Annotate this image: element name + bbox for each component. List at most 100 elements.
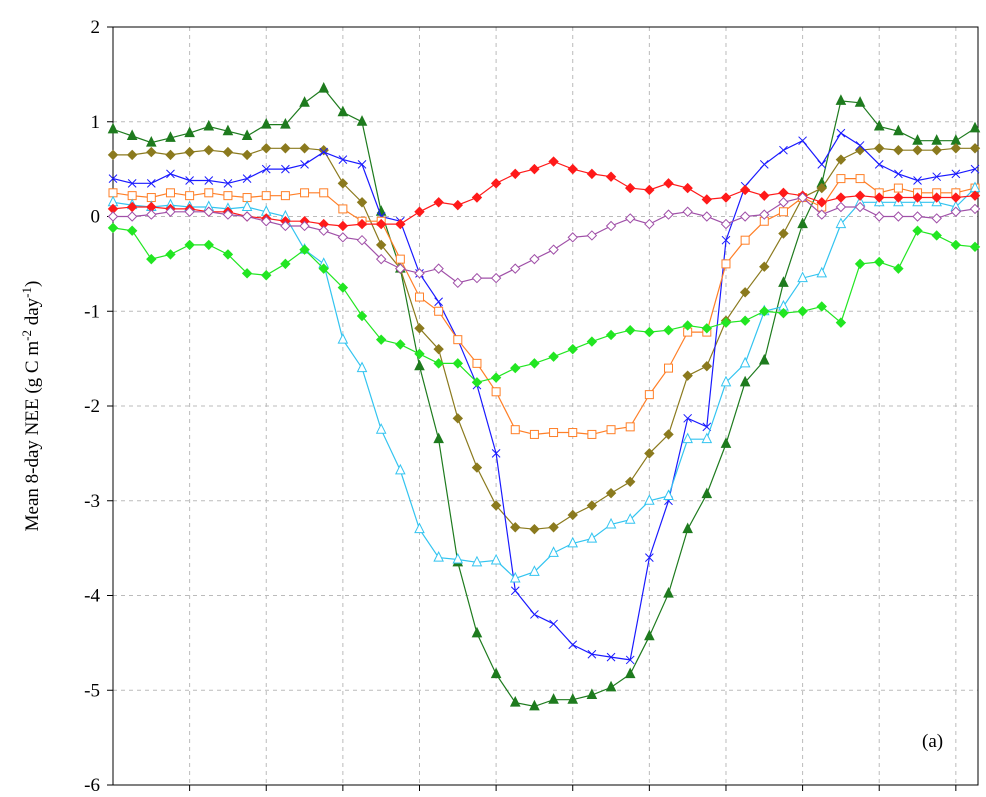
marker (759, 306, 770, 317)
marker (663, 586, 674, 598)
marker (241, 211, 253, 222)
marker (222, 146, 234, 158)
marker (720, 375, 732, 387)
y-tick-label: -3 (84, 491, 100, 512)
marker (586, 168, 598, 180)
marker (375, 239, 387, 251)
marker (222, 124, 234, 136)
marker (624, 513, 636, 524)
y-label-sup: -2 (19, 330, 34, 341)
marker (663, 209, 674, 220)
marker (204, 176, 214, 185)
marker (739, 184, 751, 196)
marker (356, 234, 368, 246)
marker (241, 129, 253, 140)
y-tick-label: 1 (91, 112, 101, 133)
marker (509, 571, 521, 583)
marker (471, 462, 483, 473)
marker (740, 235, 750, 245)
marker (932, 172, 942, 182)
marker (778, 207, 788, 217)
marker (261, 191, 271, 201)
marker (969, 121, 981, 133)
marker (223, 178, 233, 188)
marker (624, 667, 636, 679)
marker (739, 211, 751, 222)
marker (375, 423, 387, 434)
marker (586, 688, 598, 699)
marker (337, 333, 349, 344)
marker (510, 586, 520, 596)
marker (107, 149, 119, 161)
marker (471, 626, 483, 638)
marker (893, 144, 904, 156)
marker (300, 160, 309, 169)
marker (663, 429, 674, 440)
marker (452, 277, 464, 289)
marker (549, 619, 558, 629)
marker (758, 353, 770, 365)
marker (471, 555, 483, 567)
marker (950, 239, 962, 251)
marker (568, 640, 578, 650)
marker (357, 160, 367, 169)
marker (127, 178, 137, 188)
marker (931, 213, 942, 224)
marker (568, 428, 578, 438)
marker (184, 126, 195, 138)
marker (912, 134, 923, 145)
marker (337, 232, 349, 243)
marker (682, 182, 693, 194)
marker (797, 271, 808, 283)
marker (798, 136, 807, 146)
series-line (112, 187, 976, 580)
marker (682, 206, 693, 217)
marker (969, 203, 981, 215)
marker (778, 197, 789, 208)
marker (509, 695, 521, 707)
marker (874, 160, 884, 169)
marker (682, 522, 693, 534)
marker (548, 522, 559, 533)
marker (165, 131, 176, 142)
marker (241, 200, 253, 212)
marker (107, 211, 119, 222)
marker (567, 536, 579, 548)
y-tick-label: 0 (91, 207, 101, 228)
marker (969, 143, 981, 154)
marker (645, 553, 654, 562)
marker (280, 143, 291, 154)
marker (644, 629, 655, 641)
marker (548, 546, 559, 557)
marker (414, 348, 425, 360)
marker (146, 193, 156, 203)
marker (337, 282, 349, 293)
marker (721, 259, 731, 269)
marker (779, 145, 788, 155)
marker (721, 235, 731, 245)
marker (356, 218, 368, 230)
marker (299, 220, 310, 232)
marker (644, 184, 655, 196)
marker (873, 119, 885, 131)
marker (874, 211, 885, 222)
marker (817, 160, 827, 169)
marker (701, 432, 713, 444)
marker (414, 206, 425, 217)
series-line (112, 178, 976, 436)
marker (356, 115, 368, 126)
marker (452, 199, 464, 211)
marker (107, 222, 119, 234)
marker (587, 429, 597, 439)
marker (510, 263, 521, 274)
marker (204, 188, 214, 198)
marker (491, 387, 501, 397)
marker (567, 509, 578, 521)
marker (720, 437, 732, 448)
marker (644, 390, 654, 400)
marker (471, 272, 483, 284)
marker (874, 143, 885, 154)
marker (223, 191, 233, 201)
marker (931, 144, 942, 156)
marker (146, 146, 157, 158)
